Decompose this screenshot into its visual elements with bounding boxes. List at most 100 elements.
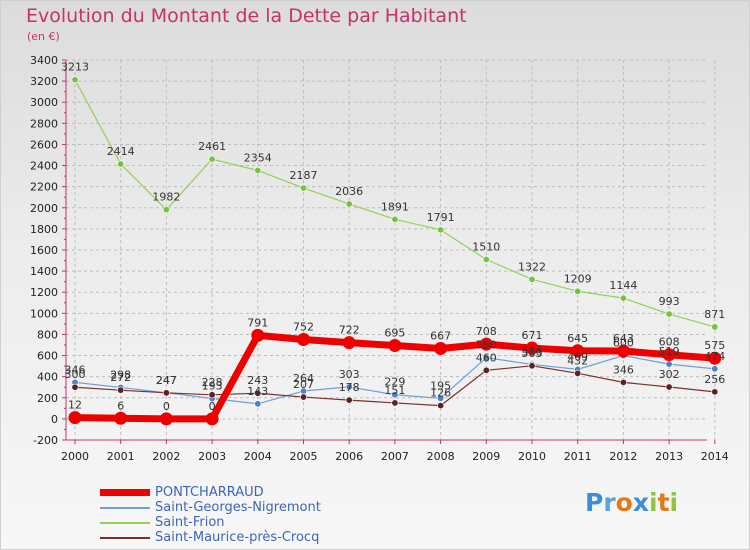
legend-label: Saint-Frion	[155, 515, 225, 530]
data-point	[254, 389, 262, 397]
data-label: 193	[202, 380, 223, 393]
x-tick-label: 2013	[655, 450, 683, 463]
y-tick-label: -200	[33, 434, 58, 447]
data-label: 791	[247, 316, 268, 329]
data-point	[114, 411, 128, 425]
data-point	[117, 386, 125, 394]
proxiti-logo: Proxiti	[585, 488, 679, 517]
x-tick-label: 2000	[61, 450, 89, 463]
x-tick-label: 2002	[152, 450, 180, 463]
data-label: 580	[476, 339, 497, 352]
data-point	[482, 255, 490, 263]
data-label: 722	[339, 324, 360, 337]
data-label: 600	[613, 337, 634, 350]
data-point	[71, 76, 79, 84]
data-label: 302	[659, 368, 680, 381]
data-label: 503	[522, 347, 543, 360]
data-label: 256	[704, 373, 725, 386]
x-tick-label: 2012	[609, 450, 637, 463]
data-label: 126	[430, 387, 451, 400]
y-tick-label: 800	[37, 328, 58, 341]
x-tick-label: 2003	[198, 450, 226, 463]
data-point	[665, 310, 673, 318]
y-tick-label: 3000	[30, 96, 58, 109]
data-label: 460	[476, 351, 497, 364]
x-tick-label: 2007	[381, 450, 409, 463]
data-point	[391, 215, 399, 223]
data-label: 143	[247, 385, 268, 398]
data-point	[68, 411, 82, 425]
data-point	[574, 287, 582, 295]
data-label: 346	[613, 363, 634, 376]
data-label: 1209	[564, 272, 592, 285]
x-tick-label: 2006	[335, 450, 363, 463]
data-label: 871	[704, 308, 725, 321]
data-point	[574, 369, 582, 377]
legend-label: PONTCHARRAUD	[155, 485, 264, 500]
data-label: 2187	[290, 169, 318, 182]
data-label: 432	[567, 354, 588, 367]
data-point	[208, 391, 216, 399]
y-tick-label: 2200	[30, 181, 58, 194]
data-label: 300	[65, 368, 86, 381]
data-point	[391, 391, 399, 399]
data-label: 695	[384, 327, 405, 340]
data-label: 298	[110, 368, 131, 381]
y-tick-label: 0	[51, 413, 58, 426]
legend-swatch	[100, 522, 150, 524]
data-point	[434, 341, 448, 355]
data-label: 2036	[335, 185, 363, 198]
legend-label: Saint-Maurice-près-Crocq	[155, 530, 320, 545]
data-point	[71, 383, 79, 391]
legend-swatch	[100, 507, 150, 509]
y-tick-label: 2800	[30, 117, 58, 130]
data-label: 469	[567, 350, 588, 363]
data-point	[711, 388, 719, 396]
data-label: 474	[704, 350, 725, 363]
data-label: 993	[659, 295, 680, 308]
data-point	[117, 160, 125, 168]
data-label: 0	[163, 400, 170, 413]
y-tick-label: 1800	[30, 223, 58, 236]
data-label: 229	[384, 376, 405, 389]
data-label: 346	[65, 363, 86, 376]
data-label: 0	[209, 400, 216, 413]
data-point	[205, 412, 219, 426]
data-label: 516	[522, 345, 543, 358]
data-point	[342, 336, 356, 350]
x-tick-label: 2004	[244, 450, 272, 463]
data-point	[616, 344, 630, 358]
data-label: 243	[247, 374, 268, 387]
data-label: 247	[156, 374, 177, 387]
data-point	[162, 389, 170, 397]
y-tick-label: 2600	[30, 138, 58, 151]
data-label: 207	[293, 378, 314, 391]
data-point	[345, 396, 353, 404]
data-label: 519	[659, 345, 680, 358]
y-tick-label: 2000	[30, 202, 58, 215]
data-labels: 3213241419822461235421872036189117911510…	[61, 61, 725, 413]
data-label: 2414	[107, 145, 135, 158]
y-tick-label: 1400	[30, 265, 58, 278]
data-point	[662, 348, 676, 362]
data-point	[437, 394, 445, 402]
data-label: 575	[704, 339, 725, 352]
data-point	[711, 365, 719, 373]
y-tick-label: 400	[37, 371, 58, 384]
data-point	[391, 399, 399, 407]
y-tick-label: 1000	[30, 307, 58, 320]
data-point	[159, 412, 173, 426]
data-label: 1322	[518, 260, 546, 273]
data-point	[251, 328, 265, 342]
axes: -200020040060080010001200140016001800200…	[30, 54, 729, 463]
data-label: 264	[293, 372, 314, 385]
series-layer	[68, 76, 722, 426]
data-point	[162, 206, 170, 214]
y-tick-label: 200	[37, 392, 58, 405]
data-label: 1144	[609, 279, 637, 292]
data-label: 1891	[381, 200, 409, 213]
data-point	[388, 339, 402, 353]
data-point	[479, 337, 493, 351]
data-label: 3213	[61, 61, 89, 74]
y-tick-label: 3200	[30, 75, 58, 88]
